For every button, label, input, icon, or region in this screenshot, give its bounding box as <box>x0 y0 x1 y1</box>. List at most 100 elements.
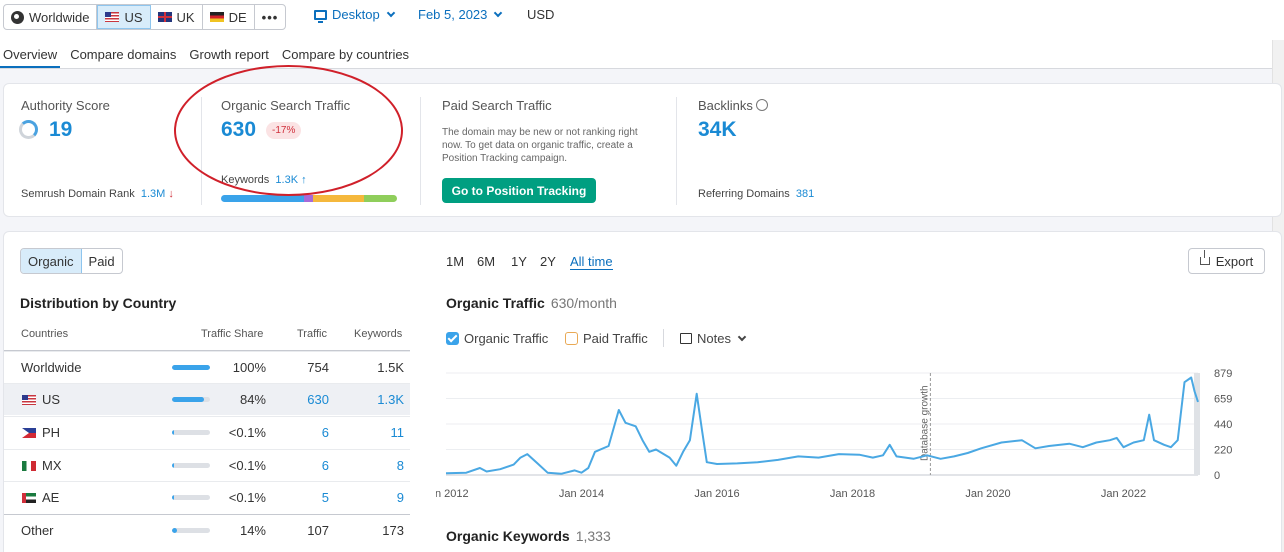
backlinks-value[interactable]: 34K <box>698 118 737 141</box>
x-tick-label: Jan 2020 <box>965 488 1010 500</box>
more-regions-button[interactable]: ••• <box>261 9 279 25</box>
backlinks-label: Backlinks <box>698 98 753 113</box>
organic-paid-toggle: Organic Paid <box>20 248 123 274</box>
tab-compare-by-countries[interactable]: Compare by countries <box>281 47 410 62</box>
table-header-line <box>4 350 410 351</box>
traffic-share: 14% <box>239 523 266 538</box>
paid-toggle-button[interactable]: Paid <box>88 253 115 269</box>
domain-rank-value[interactable]: 1.3M <box>140 188 166 200</box>
keywords-value[interactable]: 8 <box>396 458 404 473</box>
period-2y[interactable]: 2Y <box>540 254 556 269</box>
tab-overview[interactable]: Overview <box>0 40 61 68</box>
region-de-button[interactable]: DE <box>203 5 255 29</box>
note-icon <box>680 333 692 344</box>
chart-subtitle: 630/month <box>550 295 617 311</box>
traffic-value[interactable]: 6 <box>321 425 329 440</box>
organic-traffic-line <box>445 376 1199 475</box>
keywords-value[interactable]: 9 <box>396 490 404 505</box>
ph-flag-icon <box>22 428 36 438</box>
organic-toggle-button[interactable]: Organic <box>21 249 82 273</box>
traffic-share-bar <box>172 495 210 500</box>
y-tick-label: 440 <box>1214 419 1232 431</box>
share-fill <box>172 397 204 402</box>
y-tick-label: 659 <box>1214 394 1232 406</box>
table-row[interactable]: US 84% 630 1.3K <box>4 383 410 415</box>
keyword-intent-bar <box>221 195 397 202</box>
col-countries: Countries <box>21 328 69 340</box>
region-uk-button[interactable]: UK <box>151 5 203 29</box>
share-fill <box>172 430 174 435</box>
authority-score-value[interactable]: 19 <box>49 118 73 141</box>
traffic-value[interactable]: 5 <box>321 490 329 505</box>
referring-domains: Referring Domains 381 <box>698 188 814 200</box>
traffic-share: 100% <box>232 360 266 375</box>
chart-title-text: Organic Traffic <box>446 295 545 311</box>
traffic-share-bar <box>172 528 210 533</box>
divider <box>420 97 421 205</box>
export-button[interactable]: Export <box>1188 248 1265 274</box>
traffic-value[interactable]: 6 <box>321 458 329 473</box>
table-row[interactable]: MX <0.1% 6 8 <box>4 449 410 481</box>
period-6m[interactable]: 6M <box>477 254 496 269</box>
top-toolbar: Worldwide US UK DE ••• Desktop Feb 5, 20… <box>0 0 1284 40</box>
legend-organic[interactable]: Organic Traffic <box>446 331 548 346</box>
traffic-share: 84% <box>239 392 266 407</box>
go-to-position-tracking-button[interactable]: Go to Position Tracking <box>442 178 596 203</box>
export-icon <box>1199 250 1210 265</box>
intent-segment <box>221 195 304 202</box>
authority-ring-icon <box>19 120 38 139</box>
region-worldwide-button[interactable]: Worldwide <box>4 5 98 29</box>
tab-compare-domains[interactable]: Compare domains <box>70 47 177 62</box>
table-row[interactable]: AE <0.1% 5 9 <box>4 481 410 513</box>
notes-dropdown[interactable]: Notes <box>680 331 747 346</box>
device-selector[interactable]: Desktop <box>314 7 395 23</box>
region-us-button[interactable]: US <box>97 5 151 29</box>
table-row[interactable]: PH <0.1% 6 11 <box>4 416 410 448</box>
keywords-value: 1.5K <box>377 360 404 375</box>
organic-keywords-title: Organic Keywords 1,333 <box>446 528 611 544</box>
x-tick-label: Jan 2012 <box>436 488 469 500</box>
distribution-title: Distribution by Country <box>20 295 177 311</box>
de-flag-icon <box>209 12 224 22</box>
region-label: US <box>124 9 143 25</box>
arrow-down-icon: ↓ <box>168 188 174 200</box>
col-keywords: Keywords <box>354 328 403 340</box>
info-icon[interactable] <box>755 99 768 111</box>
monitor-icon <box>314 9 327 23</box>
checkbox-empty-icon <box>565 332 578 345</box>
referring-domains-value[interactable]: 381 <box>795 188 815 200</box>
keywords-value[interactable]: 1.3K <box>377 392 404 407</box>
x-tick-label: Jan 2022 <box>1101 488 1146 500</box>
period-1m[interactable]: 1M <box>446 254 465 269</box>
organic-keywords-label: Organic Keywords <box>446 528 570 544</box>
country-name[interactable]: AE <box>42 490 60 505</box>
country-name: Other <box>21 523 54 538</box>
share-fill <box>172 365 210 370</box>
share-fill <box>172 528 178 533</box>
divider <box>676 97 677 205</box>
referring-domains-label: Referring Domains <box>698 188 790 200</box>
legend-paid-label: Paid Traffic <box>583 331 648 346</box>
intent-segment <box>303 195 313 202</box>
authority-score-label: Authority Score <box>21 98 110 113</box>
keywords-value[interactable]: 11 <box>390 425 405 440</box>
table-row[interactable]: Other 14% 107 173 <box>4 514 410 546</box>
tab-growth-report[interactable]: Growth report <box>189 47 269 62</box>
period-all-time[interactable]: All time <box>570 254 613 270</box>
country-name[interactable]: PH <box>42 425 61 440</box>
legend-organic-label: Organic Traffic <box>464 331 549 346</box>
tab-bar: Overview Compare domains Growth report C… <box>0 40 1284 69</box>
traffic-value[interactable]: 630 <box>307 392 329 407</box>
period-1y[interactable]: 1Y <box>511 254 527 269</box>
country-name[interactable]: US <box>42 392 61 407</box>
chevron-down-icon <box>737 332 747 342</box>
date-selector[interactable]: Feb 5, 2023 <box>418 7 503 22</box>
annotation-label: Database growth <box>919 385 930 461</box>
col-traffic-share: Traffic Share <box>201 328 264 340</box>
legend-paid[interactable]: Paid Traffic <box>565 331 648 346</box>
table-row[interactable]: Worldwide 100% 754 1.5K <box>4 351 410 383</box>
traffic-share-bar <box>172 430 210 435</box>
country-name[interactable]: MX <box>42 458 62 473</box>
y-tick-label: 879 <box>1214 368 1232 380</box>
organic-traffic-chart[interactable]: 0 220 440 659 879 Jan 2012 Jan 2014 Jan 2016 Jan… <box>436 360 1236 510</box>
